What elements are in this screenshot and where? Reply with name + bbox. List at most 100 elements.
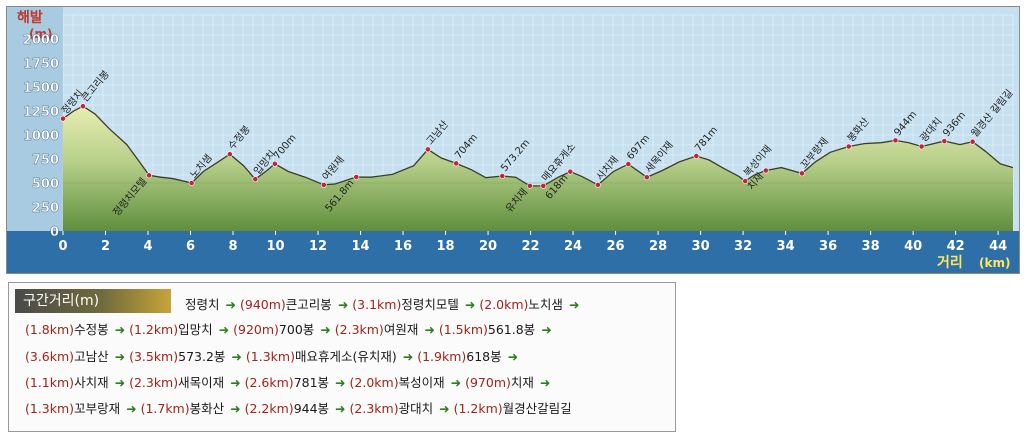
segment-destination: 561.8봉 [487,322,536,337]
segment-arrow-icon: ➜ [464,297,476,312]
peak-marker [453,160,460,167]
x-tick-label: 34 [777,239,795,254]
peak-marker [353,174,360,180]
segment-arrow-icon: ➜ [230,375,241,390]
peak-marker [499,173,506,179]
y-tick-label: 0 [50,225,59,240]
segment-destination: 광대치 [398,401,434,416]
segment-distance: (2.3km) [334,322,384,337]
segment-distance: (1.8km) [25,322,75,337]
segment-distance: (2.3km) [129,375,179,390]
segment-distance-panel: 구간거리(m) 정령치 ➜ (940m)큰고리봉 ➜ (3.1km)정령치모텔 ➜ (2.0… [8,282,676,432]
segment-destination: 꼬부랑재 [74,401,121,416]
x-tick-label: 2 [101,239,110,254]
peak-marker [527,182,533,189]
x-tick-label: 40 [904,239,922,254]
peak-marker [80,103,86,110]
x-tick-label: 16 [394,239,412,254]
segment-destination: 월경산갈림길 [502,401,572,416]
segment-destination: 781봉 [293,375,330,390]
y-tick-label: 1750 [23,57,59,72]
segment-arrow-icon: ➜ [402,349,414,364]
segment-destination: 618봉 [466,349,502,364]
y-axis-unit: (m) [29,27,52,41]
segment-arrow-icon: ➜ [114,349,126,364]
segment-destination: 사치재 [74,375,109,390]
elevation-profile-panel: 해발 (m) 0 250 500 750 1000 1250 1500 1750 2000 0 2 4 6 8… [6,6,1020,274]
segment-arrow-icon: ➜ [439,401,450,416]
segment-arrow-icon: ➜ [114,322,126,337]
x-tick-label: 28 [649,239,667,254]
y-tick-label: 2000 [23,33,59,48]
segment-distance: (2.3km) [349,401,399,416]
peak-marker [643,174,650,181]
segment-line: (3.6km)고남산 ➜ (3.5km)573.2봉 ➜ (1.3km)매요휴게소(유치… [25,346,522,368]
segment-distance: (3.1km) [352,297,402,312]
segment-line: (1.3km)꼬부랑재 ➜ (1.7km)봉화산 ➜ (2.2km)944봉 ➜ (2.3k… [25,398,572,420]
segment-destination: 치재 [510,375,534,390]
x-tick-label: 30 [692,239,710,254]
segment-arrow-icon: ➜ [231,349,242,364]
segment-arrow-icon: ➜ [225,297,236,312]
y-tick-label: 1250 [23,105,59,120]
segment-distance: (1.3km) [245,349,295,364]
segment-destination: 입망치 [178,322,213,337]
x-tick-label: 0 [58,239,67,254]
x-axis-title: 거리 [937,255,963,271]
y-tick-label: 750 [32,153,59,168]
segment-destination: 매요휴게소(유치재) [294,349,397,364]
segment-distance: (1.9km) [417,349,467,364]
segment-destination: 573.2봉 [178,349,226,364]
peak-marker [146,172,152,179]
segment-distance: (3.6km) [25,349,75,364]
segment-arrow-icon: ➜ [320,322,331,337]
segment-distance: (1.2km) [129,322,179,337]
peak-marker [625,161,632,167]
segment-distance: (3.5km) [129,349,179,364]
segment-arrow-icon: ➜ [337,297,349,312]
segment-destination: 정령치모텔 [401,297,459,312]
segment-arrow-icon: ➜ [218,322,230,337]
segment-arrow-icon: ➜ [335,401,346,416]
peak-marker [595,182,601,188]
peak-marker [845,143,852,150]
x-tick-label: 42 [947,239,965,254]
segment-destination: 여원재 [383,322,419,337]
segment-destination: 복성이재 [398,375,445,390]
x-tick-label: 22 [522,239,540,254]
x-tick-label: 8 [228,239,237,254]
segment-distance: (1.2km) [453,401,503,416]
y-tick-label: 1500 [23,81,59,96]
y-axis-strip [7,7,63,273]
x-axis-unit: (km) [979,256,1010,270]
segment-distance: (970m) [465,375,511,390]
segment-distance: (2.0km) [349,375,399,390]
x-tick-label: 18 [437,239,455,254]
peak-marker [60,115,66,122]
segment-line: (1.8km)수정봉 ➜ (1.2km)입망치 ➜ (920m)700봉 ➜ (2.3km)… [25,319,556,341]
peak-marker [918,143,925,150]
x-tick-label: 20 [479,239,497,254]
segment-distance: (1.5km) [438,322,488,337]
segment-arrow-icon: ➜ [450,375,462,390]
segment-distance-title: 구간거리(m) [15,289,171,313]
segment-distance: (2.0km) [479,297,529,312]
x-tick-label: 32 [734,239,752,254]
peak-marker [892,137,899,144]
segment-arrow-icon: ➜ [507,349,519,364]
x-tick-label: 12 [309,239,327,254]
x-tick-label: 44 [989,239,1007,254]
x-tick-label: 14 [351,239,369,254]
x-tick-label: 10 [266,239,284,254]
peak-marker [969,138,976,145]
segment-arrow-icon: ➜ [539,375,551,390]
segment-line: (1.1km)사치재 ➜ (2.3km)새목이재 ➜ (2.6km)781봉 ➜ (2.0k… [25,372,554,394]
segment-arrow-icon: ➜ [541,322,552,337]
segment-distance: (1.7km) [140,401,190,416]
segment-destination: 700봉 [278,322,315,337]
segment-destination: 수정봉 [74,322,109,337]
x-tick-label: 36 [819,239,837,254]
peak-marker [425,146,431,153]
x-tick-label: 26 [607,239,625,254]
